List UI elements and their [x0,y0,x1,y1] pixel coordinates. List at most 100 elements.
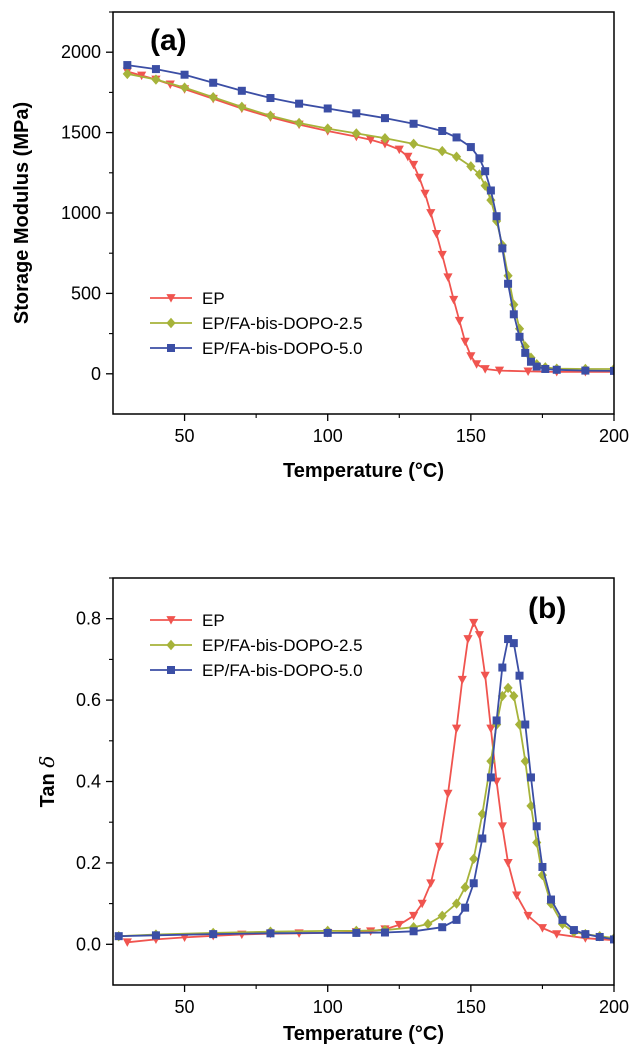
data-point [466,161,476,172]
x-tick-label: 100 [313,997,343,1017]
data-point [451,724,462,734]
data-point [537,924,548,933]
series-line [118,637,614,941]
data-point [461,903,470,912]
data-point [122,938,132,947]
chart-panel-b: 50 100 150 200 0.0 0.2 0.4 0.6 0.8 Temperature (°… [35,577,629,1045]
series-line [118,686,614,940]
data-point [523,367,533,376]
data-point [503,858,513,868]
data-point [610,366,614,375]
data-point [532,822,541,831]
series-EP [122,67,614,377]
legend: EP EP/FA-bis-DOPO-2.5 EP/FA-bis-DOPO-5.0 [150,611,363,680]
data-point [469,853,479,865]
data-point [394,920,404,930]
data-point [552,930,562,939]
series-EP/FA-bis-DOPO-5.0 [114,635,614,944]
data-point [486,724,496,734]
data-point [452,133,461,142]
series-line [127,64,614,372]
legend-label: EP/FA-bis-DOPO-2.5 [202,314,363,333]
x-tick-label: 200 [599,997,629,1017]
data-point [352,109,361,118]
data-point [526,357,535,366]
data-point [323,123,333,134]
data-point [438,126,447,135]
legend-marker [166,294,176,303]
data-point [520,755,530,767]
x-tick-label: 50 [175,997,195,1017]
data-point [380,133,390,144]
data-point [509,310,518,319]
x-axis-title: Temperature (°C) [283,1023,444,1045]
legend-marker [167,344,175,352]
data-point [265,110,276,121]
data-point [460,337,470,347]
data-point [515,332,524,341]
data-point [114,932,123,941]
data-point [352,928,361,937]
data-point [504,635,513,644]
data-point [557,918,568,930]
data-point [323,928,332,937]
x-axis-title: Temperature (°C) [283,460,444,482]
data-point [541,364,550,373]
data-point [366,135,376,145]
data-point [454,316,465,326]
series-EP/FA-bis-DOPO-2.5 [122,68,614,375]
data-point [417,899,427,909]
data-point [438,923,447,932]
legend-marker [167,666,175,674]
series-EP/FA-bis-DOPO-2.5 [114,682,614,944]
data-point [610,935,614,944]
data-point [420,189,430,199]
data-point [471,360,482,369]
y-tick-label: 0.6 [76,690,101,710]
data-point [409,160,419,170]
data-point [521,348,530,357]
legend-label: EP [202,611,225,630]
data-point [409,927,418,936]
data-point [380,928,389,937]
legend-marker [166,616,176,625]
data-point [366,927,376,936]
data-point [414,173,424,183]
data-point [380,114,389,123]
data-point [209,930,218,939]
data-point [492,212,501,221]
data-point [474,169,485,180]
data-point [538,862,547,871]
data-point [547,895,556,904]
data-point [403,152,413,162]
series-line [127,73,614,370]
y-tick-label: 500 [71,283,101,303]
data-point [466,352,476,361]
x-tick-label: 150 [456,426,486,446]
data-point [431,229,442,239]
data-point [503,270,513,281]
data-point [595,932,604,941]
data-point [409,911,419,921]
data-point [323,104,332,113]
y-tick-label: 0.0 [76,934,101,954]
data-point [423,918,433,930]
data-point [469,618,479,628]
data-point [509,690,519,702]
data-point [457,675,467,685]
data-point [434,842,444,852]
data-point [351,128,361,139]
y-tick-label: 0.2 [76,853,101,873]
y-tick-label: 1000 [61,203,101,223]
data-point [208,92,218,103]
data-point [494,366,505,376]
data-point [504,279,513,288]
y-axis-title: Tan δ [35,756,59,808]
data-point [237,101,247,113]
data-point [569,926,578,935]
data-point [180,70,189,79]
data-point [486,773,495,782]
data-point [123,61,132,70]
